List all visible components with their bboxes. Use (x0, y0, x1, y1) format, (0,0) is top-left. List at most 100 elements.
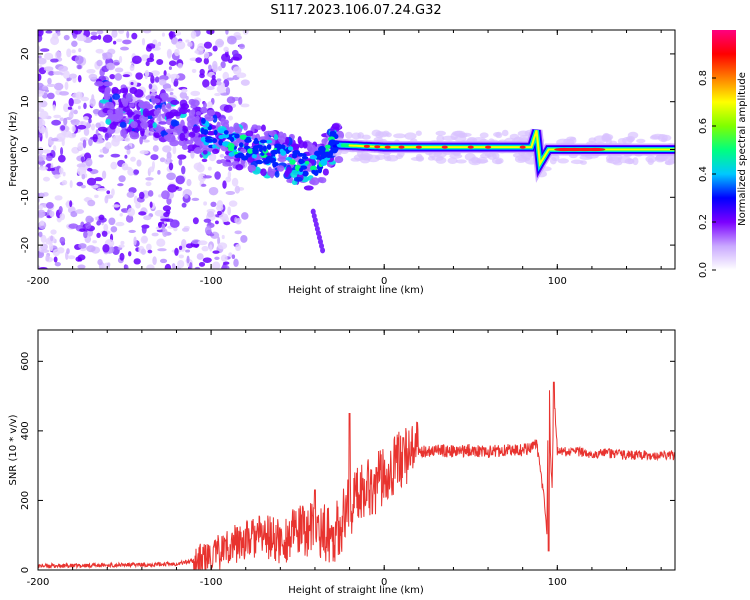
spectrogram-speckle-cell (91, 94, 95, 102)
spectrogram-speckle-cell (181, 202, 187, 208)
spectrogram-speckle-cell (70, 119, 77, 123)
spectrogram-speckle-cell (76, 163, 86, 168)
spectrogram-speckle-cell (79, 228, 86, 232)
spectrogram-speckle-cell (50, 36, 60, 46)
spectrogram-speckle-cell (50, 229, 57, 235)
spectrogram-peak-cell (374, 145, 381, 149)
spectrogram-speckle-cell (126, 191, 135, 198)
spectrogram-transition-cell (325, 152, 333, 159)
spectrogram-speckle-cell (53, 82, 64, 91)
spectrogram-ridge-cell (159, 92, 165, 98)
spectrogram-speckle-cell (155, 43, 161, 47)
spectrogram-ridge-cell (188, 131, 196, 138)
spectrogram-peak-cell (363, 144, 370, 148)
spectrogram-ridge-cell (191, 108, 196, 116)
spectrogram-speckle-cell (38, 156, 44, 162)
spectrogram-haze-cell (632, 157, 639, 166)
spectrogram-ridge-cell (152, 122, 157, 129)
spectrogram-speckle-cell (161, 32, 165, 37)
spectrogram-speckle-cell (83, 231, 88, 239)
spectrogram-speckle-cell (48, 70, 55, 76)
spectrogram-transition-cell (287, 146, 294, 151)
spectrogram-speckle-cell (173, 226, 178, 232)
spectrogram-peak-cell (415, 145, 422, 149)
spectrogram-transition-cell (264, 139, 273, 144)
spectrogram-ridge-cell (334, 155, 344, 164)
spectrogram-haze-cell (460, 132, 472, 137)
spectrogram-haze-cell (647, 158, 654, 165)
spectrogram-speckle-cell (48, 242, 54, 252)
spectrogram-speckle-cell (207, 101, 213, 110)
spectrogram-speckle-cell (131, 55, 142, 65)
spectrogram-speckle-cell (146, 57, 155, 63)
spectrogram-speckle-cell (128, 229, 136, 233)
spectrogram-speckle-cell (146, 243, 152, 251)
spectrogram-speckle-cell (184, 193, 189, 199)
spectrogram-speckle-cell (216, 40, 225, 46)
spectrogram-speckle-cell (127, 207, 136, 217)
spectrogram-transition-cell (238, 142, 244, 148)
spectrogram-speckle-cell (156, 238, 166, 247)
spectrogram-speckle-cell (102, 52, 107, 57)
spectrogram-ridge-cell (179, 132, 186, 142)
spectrogram-ridge-cell (212, 114, 218, 123)
spectrogram-speckle-cell (174, 30, 182, 36)
spectrogram-speckle-cell (112, 204, 121, 208)
snr-y-tick-label: 400 (20, 421, 31, 440)
spectrogram-ridge-cell (161, 97, 167, 102)
spectrogram-speckle-cell (45, 155, 53, 162)
spectrogram-speckle-cell (57, 154, 66, 163)
spectrogram-speckle-cell (174, 48, 180, 57)
spectrogram-speckle-cell (133, 195, 138, 204)
spectrogram-speckle-cell (212, 261, 221, 269)
spectrogram-speckle-cell (235, 217, 242, 225)
spectrogram-speckle-cell (145, 44, 152, 52)
spectrogram-speckle-cell (38, 118, 46, 128)
spectrogram-speckle-cell (49, 210, 55, 218)
spectrogram-speckle-cell (104, 195, 109, 204)
spectrogram-ridge-cell (130, 120, 138, 129)
spectrogram-haze-cell (549, 156, 557, 165)
spectrogram-haze-cell (493, 132, 501, 137)
spectrogram-ridge-cell (191, 126, 201, 134)
spectrogram-speckle-cell (53, 174, 61, 178)
spectrogram-speckle-cell (63, 70, 70, 80)
spectrogram-haze-cell (471, 156, 480, 164)
spectrogram-speckle-cell (77, 64, 82, 70)
spectrogram-speckle-cell (122, 74, 131, 78)
spectrogram-speckle-cell (163, 212, 170, 218)
spectrogram-speckle-cell (238, 96, 243, 105)
spectrogram-speckle-cell (45, 30, 53, 34)
spectrogram-haze-cell (431, 155, 444, 161)
spectrogram-speckle-cell (151, 232, 159, 237)
spectrogram-speckle-cell (95, 48, 104, 54)
spectrogram-speckle-cell (126, 30, 130, 39)
spectrogram-speckle-cell (178, 158, 183, 166)
spectrogram-ridge-cell (243, 123, 248, 131)
spectrogram-transition-cell (320, 159, 327, 166)
spectrogram-speckle-cell (199, 68, 205, 76)
spectrogram-speckle-cell (228, 200, 238, 207)
spectrogram-speckle-cell (225, 30, 229, 35)
spectrogram-speckle-cell (190, 90, 201, 97)
spectrogram-speckle-cell (166, 48, 173, 58)
spectrogram-speckle-cell (160, 218, 171, 222)
spectrogram-speckle-cell (51, 137, 59, 142)
spectrogram-transition-cell (223, 130, 229, 135)
spectrogram-speckle-cell (92, 134, 98, 143)
spectrogram-ridge-cell (119, 87, 128, 94)
spectrogram-haze-cell (442, 135, 456, 141)
spectrogram-ridge-cell (140, 130, 145, 137)
spectrogram-ridge-cell (190, 104, 197, 109)
spectrogram-ridge-cell (233, 122, 240, 131)
spectrogram-speckle-cell (72, 98, 82, 105)
spectrogram-speckle-cell (212, 45, 218, 52)
spectrogram-speckle-cell (146, 264, 155, 269)
colorbar-bar (712, 30, 736, 270)
spectrogram-speckle-cell (96, 232, 101, 238)
spectrogram-ridge-cell (103, 91, 108, 100)
spectrogram-speckle-cell (212, 64, 218, 73)
spectrogram-transition-cell (318, 145, 326, 153)
spectrogram-speckle-cell (126, 148, 131, 155)
spectrogram-speckle-cell (228, 115, 234, 121)
